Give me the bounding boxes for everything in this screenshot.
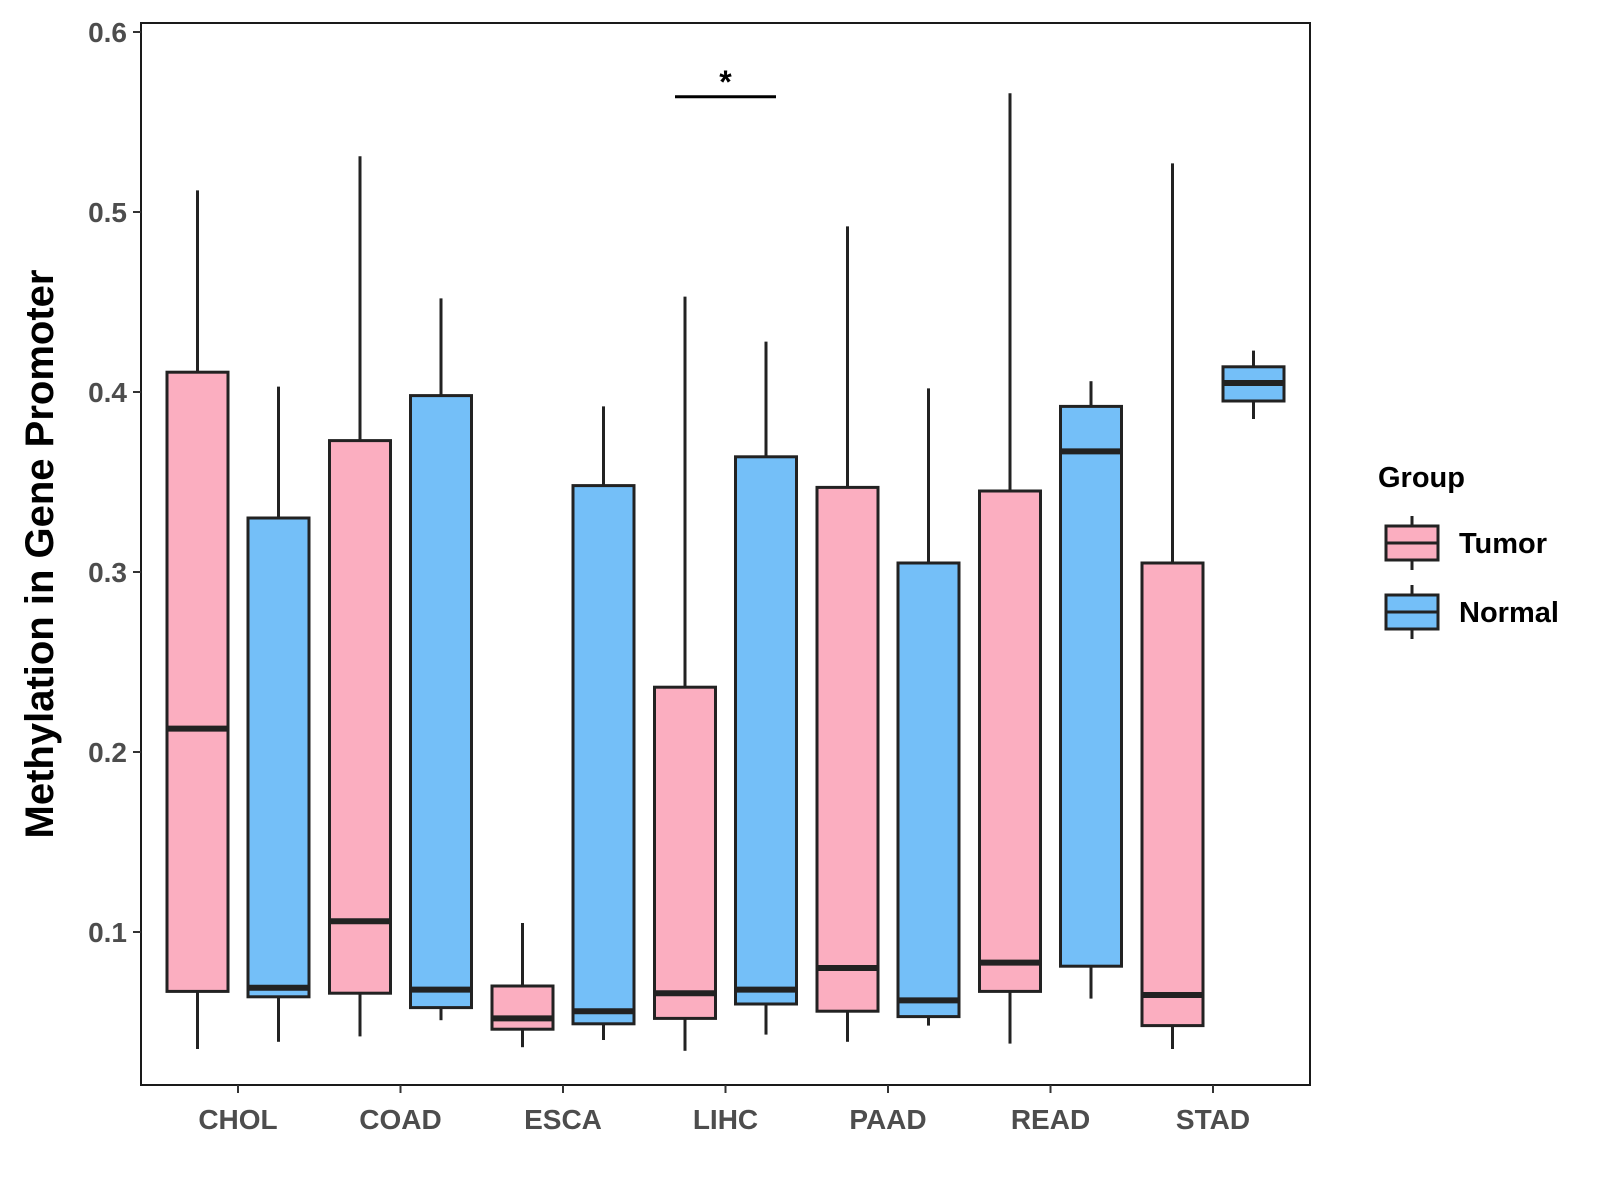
box-tumor-coad [328,156,392,1037]
x-tick-label: ESCA [524,1104,602,1135]
y-tick-label: 0.4 [88,377,127,408]
box-iqr [1059,404,1123,968]
box-iqr [571,484,636,1026]
box-tumor-paad [815,226,880,1042]
box-iqr [490,984,555,1031]
axes: 0.1 0.2 0.3 0.4 0.5 0.6 CHOL COAD ESCA LIHC PAAD RE… [88,17,1250,1135]
y-tick-label: 0.2 [88,737,127,768]
box-tumor-stad [1140,163,1205,1049]
y-tick-label: 0.6 [88,17,127,48]
y-tick-label: 0.1 [88,917,127,948]
x-tick-label: COAD [359,1104,441,1135]
box-iqr [165,370,230,993]
x-tick-label: READ [1011,1104,1090,1135]
legend-key-normal [1384,585,1440,639]
box-tumor-esca [490,923,555,1048]
significance-label: * [719,64,732,100]
box-normal-paad [896,388,961,1026]
legend-label-normal: Normal [1459,597,1559,629]
box-normal-stad [1221,350,1286,419]
box-normal-coad [409,298,473,1021]
box-tumor-read [978,93,1042,1044]
box-iqr [734,455,798,1006]
x-tick-label: PAAD [849,1104,926,1135]
box-iqr [409,394,473,1010]
x-tick-label: CHOL [198,1104,277,1135]
box-normal-read [1059,381,1123,999]
legend-label-tumor: Tumor [1459,528,1547,560]
legend: Group Tumor Normal [1378,462,1559,639]
box-normal-esca [571,406,636,1040]
y-axis-title: Methylation in Gene Promoter [18,270,62,839]
x-tick-label: LIHC [693,1104,758,1135]
legend-title: Group [1378,462,1465,494]
box-iqr [978,489,1042,993]
plot-area: * [165,64,1286,1051]
x-tick-label: STAD [1176,1104,1250,1135]
box-iqr [1140,561,1205,1028]
box-tumor-lihc [653,296,717,1051]
box-iqr [653,685,717,1020]
box-iqr [815,485,880,1013]
box-normal-chol [246,386,311,1042]
box-iqr [246,516,311,999]
y-tick-label: 0.5 [88,197,127,228]
box-tumor-chol [165,190,230,1049]
legend-key-tumor [1384,516,1440,570]
box-iqr [328,439,392,995]
y-tick-label: 0.3 [88,557,127,588]
box-iqr [896,561,961,1019]
box-normal-lihc [734,341,798,1035]
